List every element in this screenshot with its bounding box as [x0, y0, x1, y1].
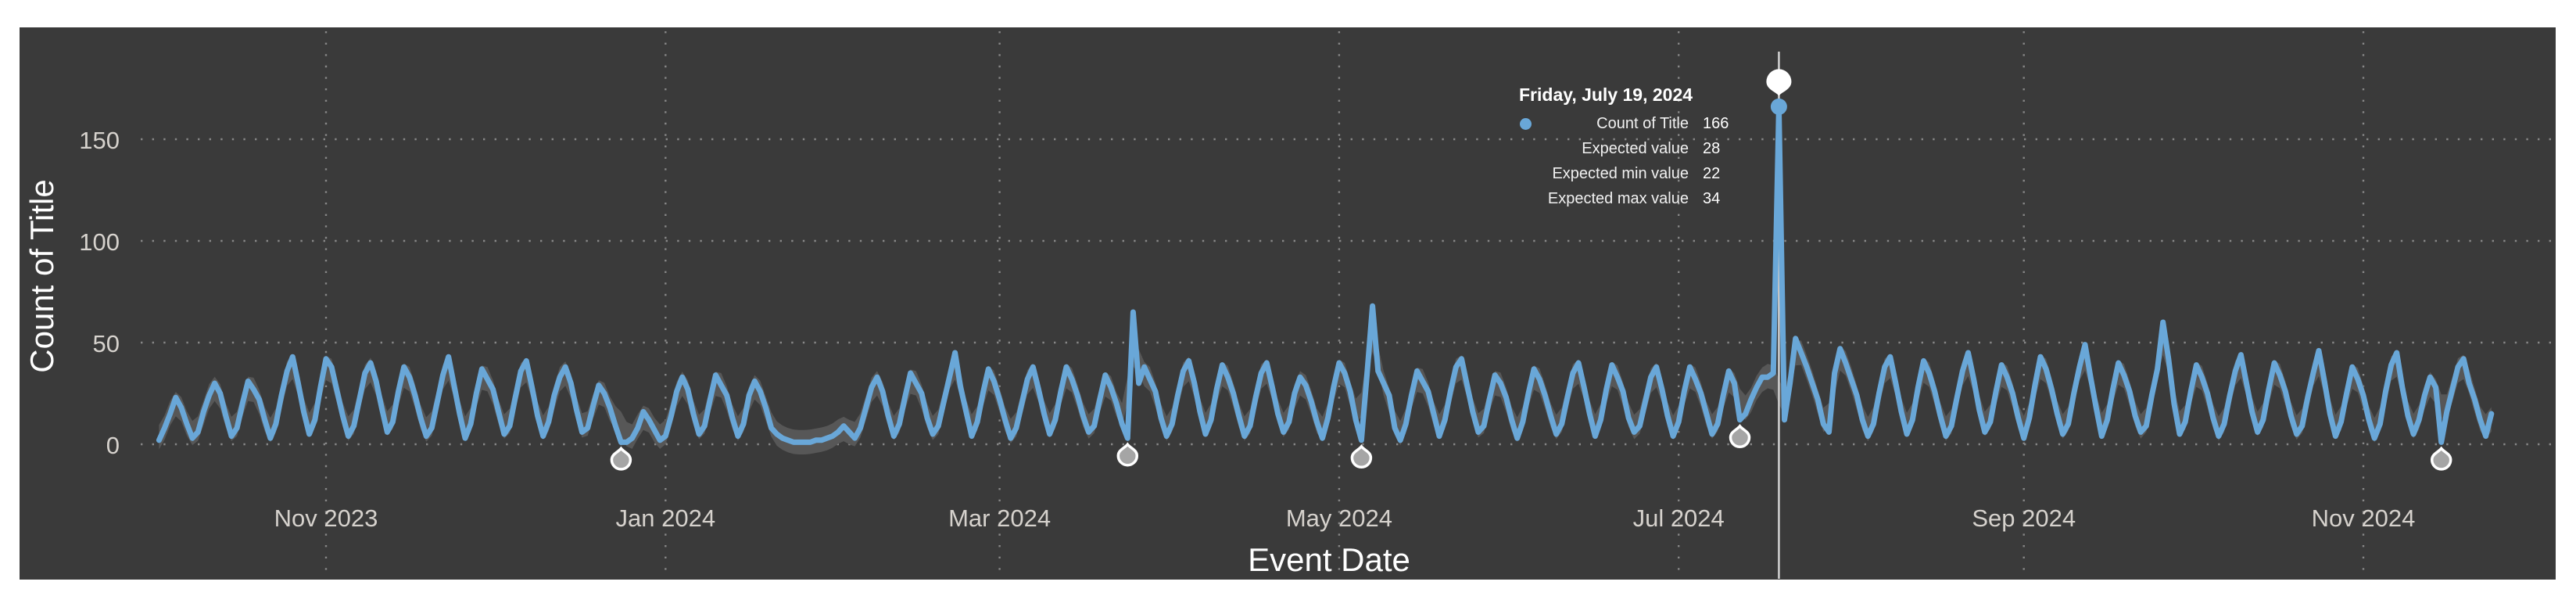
- tooltip-row-label: Expected min value: [1552, 164, 1689, 182]
- tooltip-row: Expected value 28: [1515, 136, 1742, 161]
- anomaly-marker[interactable]: [1116, 442, 1139, 467]
- plot-background: [20, 27, 2556, 580]
- count-of-title-line[interactable]: [156, 103, 2495, 445]
- tooltip-row-label: Count of Title: [1596, 114, 1689, 132]
- x-tick-label: Mar 2024: [948, 504, 1051, 532]
- tooltip-row-value: 28: [1703, 139, 1721, 157]
- tooltip-row-value: 34: [1703, 189, 1721, 207]
- selected-anomaly-marker[interactable]: [1766, 69, 1792, 96]
- anomaly-marker[interactable]: [2430, 446, 2452, 471]
- x-tick-label: May 2024: [1286, 504, 1392, 532]
- anomaly-marker[interactable]: [1729, 424, 1751, 449]
- y-tick-label: 150: [79, 127, 120, 154]
- tooltip-row-label: Expected value: [1582, 139, 1689, 157]
- x-tick-label: Jan 2024: [616, 504, 716, 532]
- tooltip-row-value: 22: [1703, 164, 1721, 182]
- anomaly-marker[interactable]: [610, 446, 632, 471]
- y-tick-label: 0: [106, 432, 120, 459]
- tooltip-row: Expected min value 22: [1515, 161, 1742, 186]
- y-tick-label: 50: [93, 330, 120, 357]
- tooltip-row-value: 166: [1703, 114, 1729, 132]
- bullet-spacer: [1520, 143, 1532, 155]
- x-axis-title: Event Date: [1248, 541, 1410, 578]
- bullet-spacer: [1520, 193, 1532, 205]
- tooltip-date: Friday, July 19, 2024: [1519, 84, 1693, 105]
- x-tick-label: Sep 2024: [1972, 504, 2076, 532]
- y-tick-label: 100: [79, 228, 120, 256]
- tooltip-row: Expected max value 34: [1515, 186, 1742, 211]
- tooltip-row-label: Expected max value: [1547, 189, 1689, 207]
- anomaly-tooltip: Friday, July 19, 2024 Count of Title 166…: [1515, 84, 1742, 211]
- series-bullet-icon: [1520, 117, 1532, 130]
- y-axis-title: Count of Title: [23, 179, 60, 373]
- x-tick-label: Nov 2023: [274, 504, 378, 532]
- selected-anomaly-point[interactable]: [1770, 98, 1787, 115]
- bullet-spacer: [1520, 168, 1532, 180]
- x-tick-label: Jul 2024: [1633, 504, 1725, 532]
- x-tick-label: Nov 2024: [2312, 504, 2416, 532]
- anomaly-marker[interactable]: [1350, 444, 1373, 469]
- tooltip-row: Count of Title 166: [1515, 111, 1742, 136]
